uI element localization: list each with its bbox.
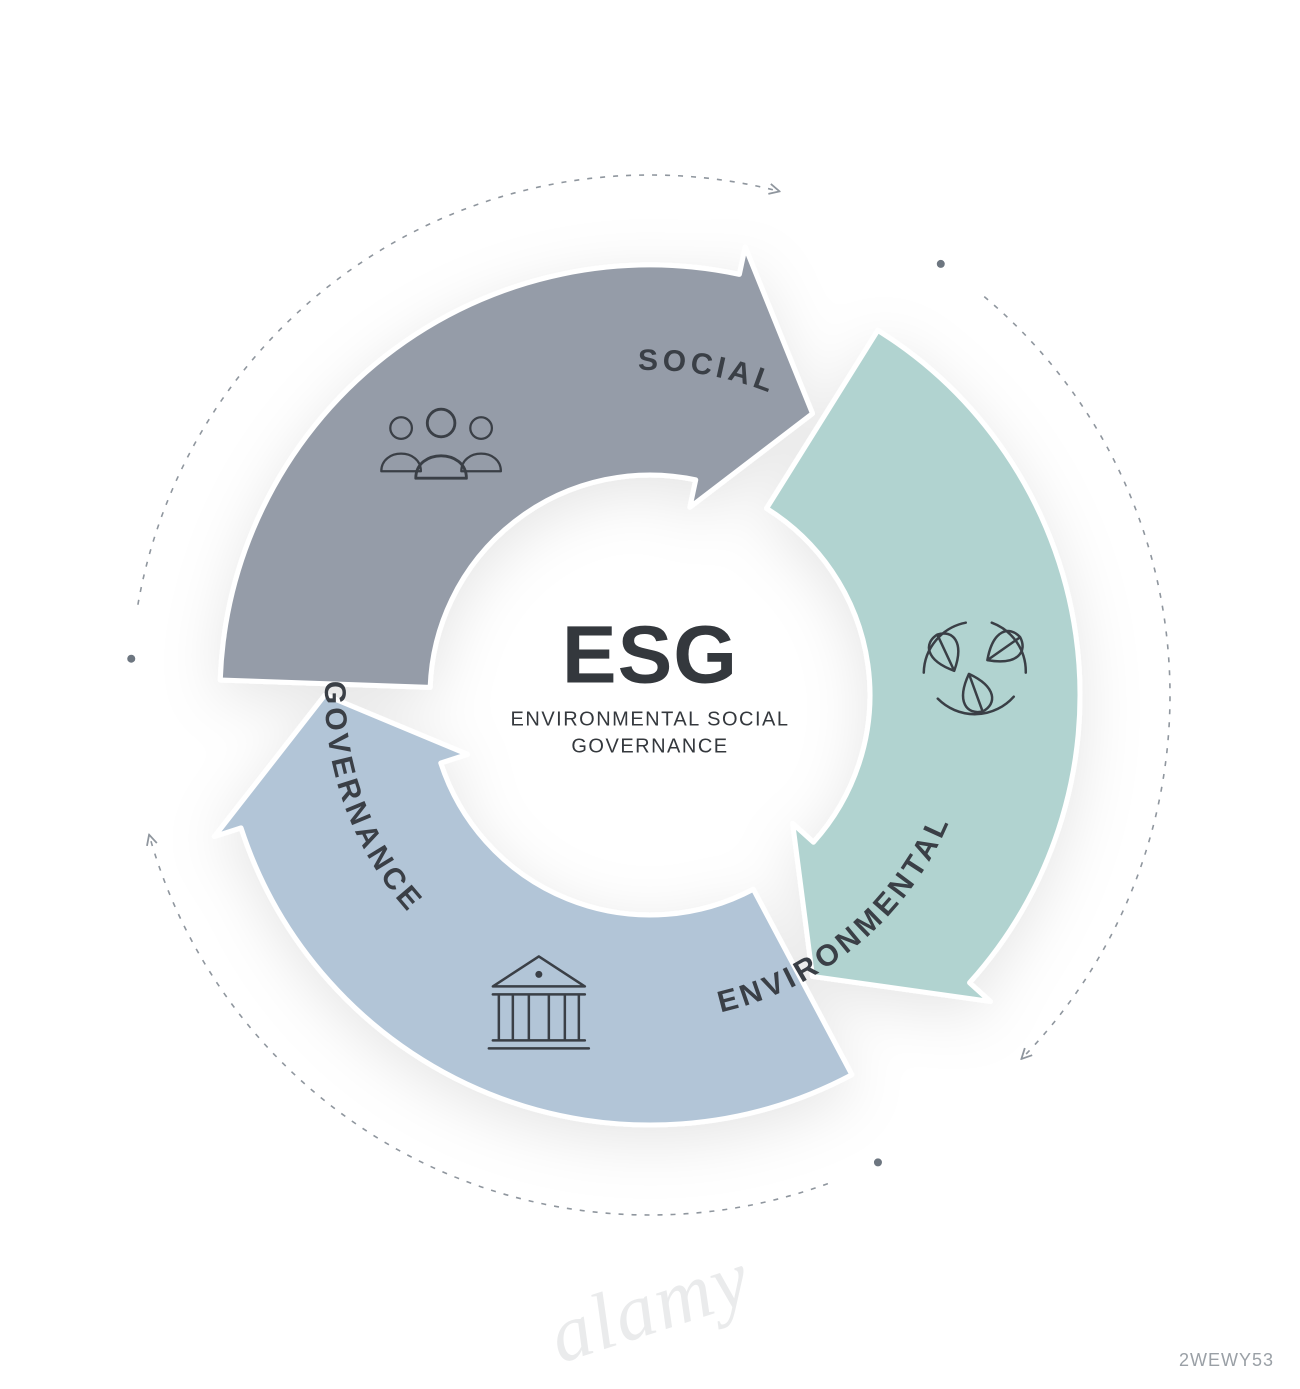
center-subtitle: ENVIRONMENTAL SOCIAL GOVERNANCE [511,706,790,760]
image-code: 2WEWY53 [1179,1350,1274,1371]
watermark-text: alamy [538,1232,762,1382]
center-block: ESG ENVIRONMENTAL SOCIAL GOVERNANCE [511,614,790,760]
center-title: ESG [511,614,790,696]
guide-dot [127,654,135,662]
esg-cycle-diagram: ENVIRONMENTALSOCIALGOVERNANCE ESG ENVIRO… [100,145,1200,1245]
guide-dot [874,1158,882,1166]
guide-dot [937,259,945,267]
